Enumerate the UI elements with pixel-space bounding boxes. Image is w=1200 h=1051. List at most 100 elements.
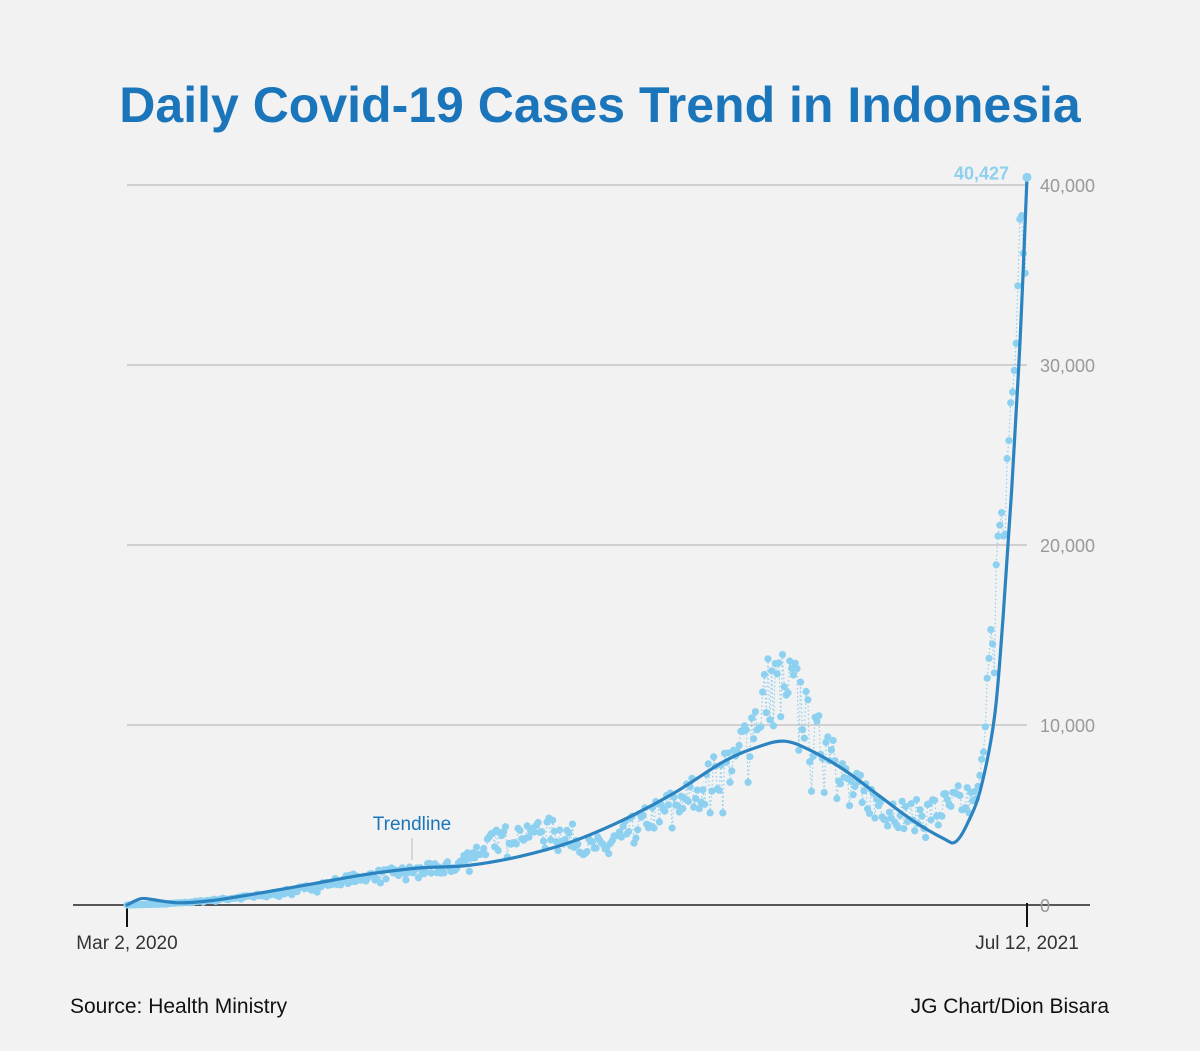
daily-point	[568, 820, 577, 828]
y-tick-label: 20,000	[1040, 536, 1095, 556]
daily-point	[679, 804, 687, 813]
daily-point	[807, 787, 816, 795]
daily-point	[1003, 455, 1011, 463]
daily-point	[592, 844, 600, 852]
peak-point	[1022, 172, 1032, 182]
daily-point	[650, 824, 658, 832]
daily-point	[726, 778, 734, 786]
daily-points	[123, 173, 1031, 909]
daily-point	[764, 655, 772, 663]
daily-point	[860, 787, 868, 795]
daily-point	[684, 797, 693, 806]
daily-point	[588, 838, 597, 846]
daily-point	[836, 780, 845, 788]
daily-point	[822, 738, 830, 746]
daily-point	[463, 849, 471, 857]
daily-point	[992, 561, 1000, 569]
y-tick-label: 10,000	[1040, 716, 1095, 736]
daily-point	[871, 814, 879, 822]
daily-point	[827, 746, 836, 754]
daily-point	[523, 822, 531, 830]
daily-point	[784, 689, 792, 697]
daily-point	[865, 809, 874, 818]
daily-point	[465, 867, 473, 876]
daily-point	[985, 654, 993, 663]
daily-point	[961, 804, 970, 812]
daily-point	[994, 532, 1002, 540]
daily-point	[728, 767, 736, 775]
daily-point	[824, 733, 832, 741]
daily-point	[900, 825, 908, 833]
daily-point	[766, 716, 774, 724]
daily-point	[990, 669, 999, 677]
daily-point	[757, 723, 765, 731]
daily-point	[947, 802, 955, 811]
daily-point	[480, 844, 488, 853]
x-tick-label: Mar 2, 2020	[76, 933, 177, 954]
daily-point	[574, 840, 582, 848]
daily-point	[538, 828, 546, 836]
daily-point	[938, 812, 946, 820]
daily-point	[742, 726, 750, 734]
daily-point	[376, 879, 385, 887]
daily-point	[795, 746, 803, 754]
y-tick-label: 40,000	[1040, 176, 1095, 196]
daily-point	[1010, 366, 1018, 374]
daily-point	[704, 760, 712, 768]
daily-point	[788, 664, 796, 673]
daily-point	[778, 651, 787, 659]
daily-point	[552, 838, 560, 846]
daily-point	[918, 812, 926, 820]
daily-point	[911, 827, 919, 835]
daily-point	[759, 688, 767, 696]
chart-credit: JG Chart/Dion Bisara	[910, 995, 1109, 1018]
daily-point	[530, 828, 539, 836]
daily-point	[970, 788, 979, 796]
daily-point	[625, 827, 633, 836]
daily-point	[987, 626, 995, 634]
daily-point	[954, 782, 962, 790]
daily-point	[912, 796, 921, 804]
daily-point	[750, 735, 758, 743]
daily-point	[719, 809, 727, 817]
daily-point	[1012, 339, 1020, 347]
daily-point	[554, 847, 562, 855]
daily-point	[815, 712, 823, 720]
daily-point	[806, 758, 814, 766]
daily-point	[617, 833, 626, 841]
daily-point	[981, 723, 990, 731]
daily-point	[565, 829, 573, 837]
daily-point	[927, 816, 935, 824]
daily-point	[1005, 437, 1013, 445]
daily-point	[751, 708, 760, 716]
daily-point	[838, 760, 846, 768]
daily-point	[525, 833, 533, 841]
daily-point	[382, 875, 390, 883]
daily-point	[549, 816, 557, 824]
daily-point	[462, 857, 470, 865]
daily-point	[695, 805, 703, 813]
daily-point	[402, 876, 410, 884]
y-tick-label: 0	[1040, 896, 1050, 916]
trendline-label: Trendline	[373, 814, 452, 835]
daily-point	[768, 667, 776, 675]
daily-point	[789, 671, 798, 679]
trendline	[125, 175, 1029, 907]
peak-label: 40,427	[954, 163, 1009, 183]
daily-point	[422, 868, 430, 876]
x-tick-label: Jul 12, 2021	[975, 933, 1079, 954]
daily-point	[693, 786, 702, 794]
daily-point	[856, 771, 865, 779]
daily-point	[710, 753, 718, 761]
daily-point	[934, 821, 942, 829]
daily-point	[943, 795, 951, 804]
daily-point	[979, 748, 988, 756]
y-tick-labels: 0 10,000 20,000 30,000 40,000	[1040, 176, 1095, 916]
chart-title: Daily Covid-19 Cases Trend in Indonesia	[119, 77, 1081, 133]
daily-point	[802, 687, 810, 696]
daily-point	[427, 869, 435, 877]
daily-point	[931, 796, 939, 804]
daily-point	[956, 791, 964, 800]
daily-point	[847, 777, 855, 786]
